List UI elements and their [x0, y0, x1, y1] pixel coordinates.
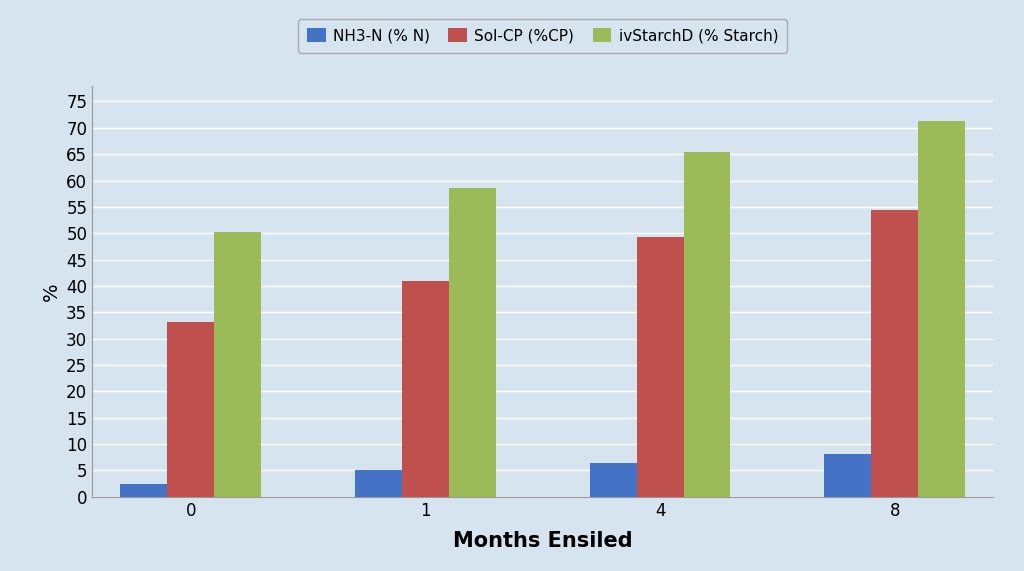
Bar: [401, 281, 449, 497]
Legend: NH3-N (% N), Sol-CP (%CP), ivStarchD (% Starch): NH3-N (% N), Sol-CP (%CP), ivStarchD (% …: [298, 19, 787, 53]
Bar: [120, 484, 167, 497]
Bar: [637, 238, 684, 497]
Bar: [449, 188, 496, 497]
Bar: [824, 454, 871, 497]
Bar: [871, 210, 919, 497]
Bar: [167, 322, 214, 497]
Bar: [214, 232, 261, 497]
Bar: [355, 471, 401, 497]
Y-axis label: %: %: [42, 282, 60, 300]
X-axis label: Months Ensiled: Months Ensiled: [453, 530, 633, 551]
Bar: [919, 122, 966, 497]
Bar: [684, 151, 730, 497]
Bar: [590, 463, 637, 497]
